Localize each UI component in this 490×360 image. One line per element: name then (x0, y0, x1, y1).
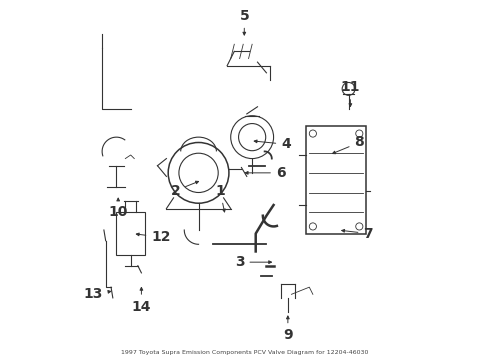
Text: 1997 Toyota Supra Emission Components PCV Valve Diagram for 12204-46030: 1997 Toyota Supra Emission Components PC… (122, 350, 368, 355)
Text: 5: 5 (240, 9, 249, 35)
Text: 9: 9 (283, 316, 293, 342)
Bar (306, 126, 367, 234)
Text: 10: 10 (108, 198, 128, 219)
Text: 13: 13 (83, 287, 111, 301)
Text: 3: 3 (235, 255, 271, 269)
Text: 7: 7 (342, 226, 373, 240)
Text: 6: 6 (245, 166, 286, 180)
Text: 8: 8 (333, 135, 364, 154)
Text: 4: 4 (254, 137, 291, 151)
Bar (117, 212, 145, 255)
Text: 2: 2 (171, 181, 198, 198)
Text: 1: 1 (215, 184, 225, 212)
Text: 11: 11 (341, 80, 360, 107)
Text: 12: 12 (136, 230, 171, 244)
Text: 14: 14 (132, 287, 151, 314)
